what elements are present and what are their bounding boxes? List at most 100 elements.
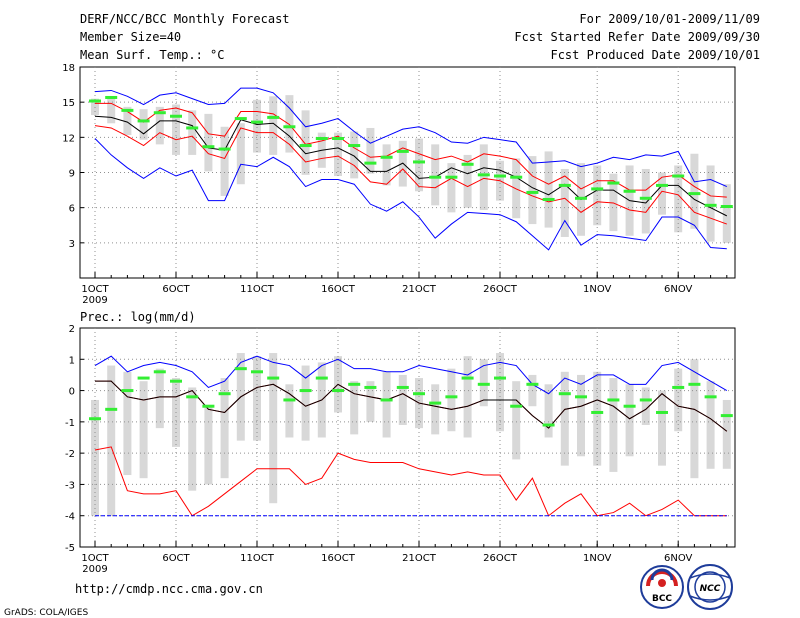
x-tick-label: 6NOV bbox=[664, 284, 693, 295]
ncc-logo-text: NCC bbox=[700, 584, 721, 594]
ensemble-box bbox=[706, 165, 715, 242]
y-tick-label: -1 bbox=[65, 418, 75, 429]
ensemble-box bbox=[512, 381, 521, 460]
y-tick-label: 9 bbox=[69, 169, 75, 180]
ensemble-box bbox=[301, 365, 310, 441]
header-variable: Mean Surf. Temp.: °C bbox=[80, 48, 225, 62]
x-tick-label: 16OCT bbox=[321, 553, 356, 564]
ensemble-box bbox=[139, 381, 148, 479]
x-year-label: 2009 bbox=[82, 295, 107, 306]
y-tick-label: 0 bbox=[69, 387, 75, 398]
ensemble-box bbox=[188, 387, 197, 491]
ensemble-box bbox=[269, 96, 278, 155]
ensemble-box bbox=[560, 371, 569, 466]
series-mean-line bbox=[94, 115, 728, 217]
ncc-logo: NCC bbox=[687, 564, 733, 610]
ensemble-box bbox=[544, 384, 553, 438]
footer-grads: GrADS: COLA/IGES bbox=[4, 608, 88, 618]
series-p10-line bbox=[94, 446, 727, 517]
ensemble-box bbox=[479, 359, 488, 407]
ensemble-box bbox=[253, 356, 261, 441]
y-tick-label: -2 bbox=[65, 449, 75, 460]
x-tick-label: 11OCT bbox=[240, 553, 275, 564]
ensemble-box bbox=[609, 378, 618, 472]
x-tick-label: 1OCT bbox=[81, 284, 109, 295]
ensemble-box bbox=[463, 356, 472, 438]
x-tick-label: 6OCT bbox=[162, 284, 190, 295]
ensemble-box bbox=[674, 165, 683, 233]
ensemble-box bbox=[577, 374, 585, 457]
ensemble-box bbox=[123, 371, 132, 476]
ensemble-box bbox=[236, 123, 245, 185]
y-tick-label: 18 bbox=[62, 63, 75, 74]
ensemble-box bbox=[123, 106, 132, 135]
ensemble-box bbox=[204, 406, 213, 485]
ensemble-box bbox=[172, 104, 180, 155]
ensemble-box bbox=[641, 168, 650, 234]
y-tick-label: -4 bbox=[65, 512, 75, 523]
ensemble-box bbox=[658, 390, 666, 466]
ensemble-box bbox=[658, 172, 666, 215]
ensemble-box bbox=[528, 156, 537, 225]
y-tick-label: 15 bbox=[62, 98, 75, 109]
y-tick-label: 3 bbox=[69, 239, 75, 250]
x-tick-label: 1OCT bbox=[81, 553, 109, 564]
x-tick-label: 6NOV bbox=[664, 553, 693, 564]
ensemble-box bbox=[641, 387, 650, 425]
ensemble-box bbox=[560, 168, 569, 237]
series-p10-line bbox=[94, 125, 727, 225]
ensemble-box bbox=[479, 144, 488, 211]
series-p90-line bbox=[95, 102, 727, 198]
header-title: DERF/NCC/BCC Monthly Forecast bbox=[80, 12, 290, 26]
bcc-logo-text: BCC bbox=[652, 594, 672, 604]
ensemble-box bbox=[447, 368, 456, 432]
ensemble-box bbox=[674, 368, 683, 432]
ensemble-box bbox=[398, 374, 407, 425]
ensemble-box bbox=[220, 378, 229, 479]
series-min-line bbox=[94, 138, 727, 251]
ensemble-box bbox=[382, 144, 391, 186]
ensemble-box bbox=[107, 365, 116, 516]
x-tick-label: 16OCT bbox=[321, 284, 356, 295]
header-fcst-produced: Fcst Produced Date 2009/10/01 bbox=[550, 48, 760, 62]
temperature-panel: 3 6 9 12 15 18 1OCT 6OCT 11OCT 16OCT 21OCT 26OCT 1NO… bbox=[62, 63, 736, 306]
ensemble-box bbox=[366, 127, 375, 174]
ensemble-box bbox=[463, 154, 472, 208]
ensemble-box bbox=[220, 126, 229, 196]
ensemble-box bbox=[91, 98, 99, 116]
bcc-logo: BCC bbox=[640, 565, 684, 609]
ensemble-box bbox=[722, 399, 731, 469]
y-tick-label: 1 bbox=[69, 355, 75, 366]
ensemble-box bbox=[107, 97, 116, 124]
ensemble-box bbox=[415, 138, 423, 192]
ensemble-box bbox=[690, 359, 699, 479]
ensemble-box bbox=[188, 110, 197, 155]
y-tick-label: -5 bbox=[65, 543, 75, 554]
ensemble-box bbox=[155, 106, 164, 145]
series-max-line bbox=[94, 355, 728, 395]
ensemble-box bbox=[334, 132, 342, 177]
x-tick-label: 21OCT bbox=[402, 553, 437, 564]
x-tick-label: 26OCT bbox=[483, 553, 518, 564]
ensemble-box bbox=[447, 163, 456, 213]
ensemble-box bbox=[625, 384, 634, 457]
ensemble-box bbox=[139, 109, 148, 140]
ensemble-box bbox=[155, 368, 164, 429]
x-tick-label: 6OCT bbox=[162, 553, 190, 564]
y-tick-label: 6 bbox=[69, 204, 75, 215]
ensemble-box bbox=[593, 371, 602, 466]
footer-url[interactable]: http://cmdp.ncc.cma.gov.cn bbox=[75, 582, 263, 596]
ensemble-box bbox=[431, 144, 440, 206]
ensemble-box bbox=[204, 113, 213, 172]
header-member-size: Member Size=40 bbox=[80, 30, 181, 44]
ensemble-box bbox=[431, 384, 440, 435]
ensemble-box bbox=[269, 353, 278, 504]
x-tick-label: 21OCT bbox=[402, 284, 437, 295]
ensemble-box bbox=[706, 381, 715, 469]
ensemble-box bbox=[366, 381, 375, 422]
ensemble-box bbox=[382, 371, 391, 438]
y-tick-label: -3 bbox=[65, 480, 75, 491]
ensemble-box bbox=[512, 158, 521, 219]
